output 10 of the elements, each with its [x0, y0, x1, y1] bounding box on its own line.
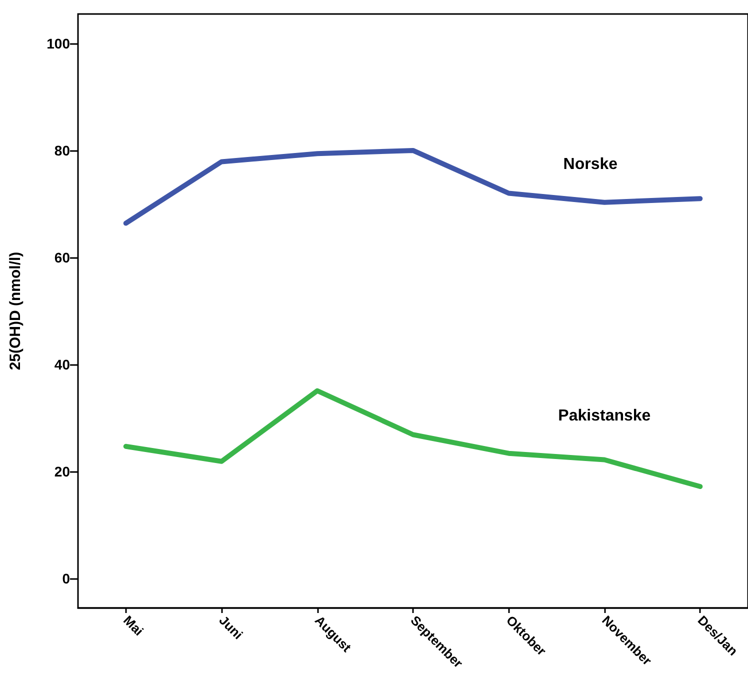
x-tick-label: Mai — [120, 612, 146, 639]
y-tick-label: 20 — [54, 464, 70, 480]
y-axis-title: 25(OH)D (nmol/l) — [7, 252, 24, 370]
series-label: Norske — [563, 156, 618, 173]
y-tick-label: 40 — [54, 356, 70, 373]
y-tick-label: 60 — [54, 249, 70, 266]
y-tick-label: 100 — [46, 35, 70, 52]
text: Pakistanske — [558, 407, 651, 424]
y-tick-label: 80 — [54, 142, 70, 158]
y-tick-label: 0 — [62, 570, 70, 587]
